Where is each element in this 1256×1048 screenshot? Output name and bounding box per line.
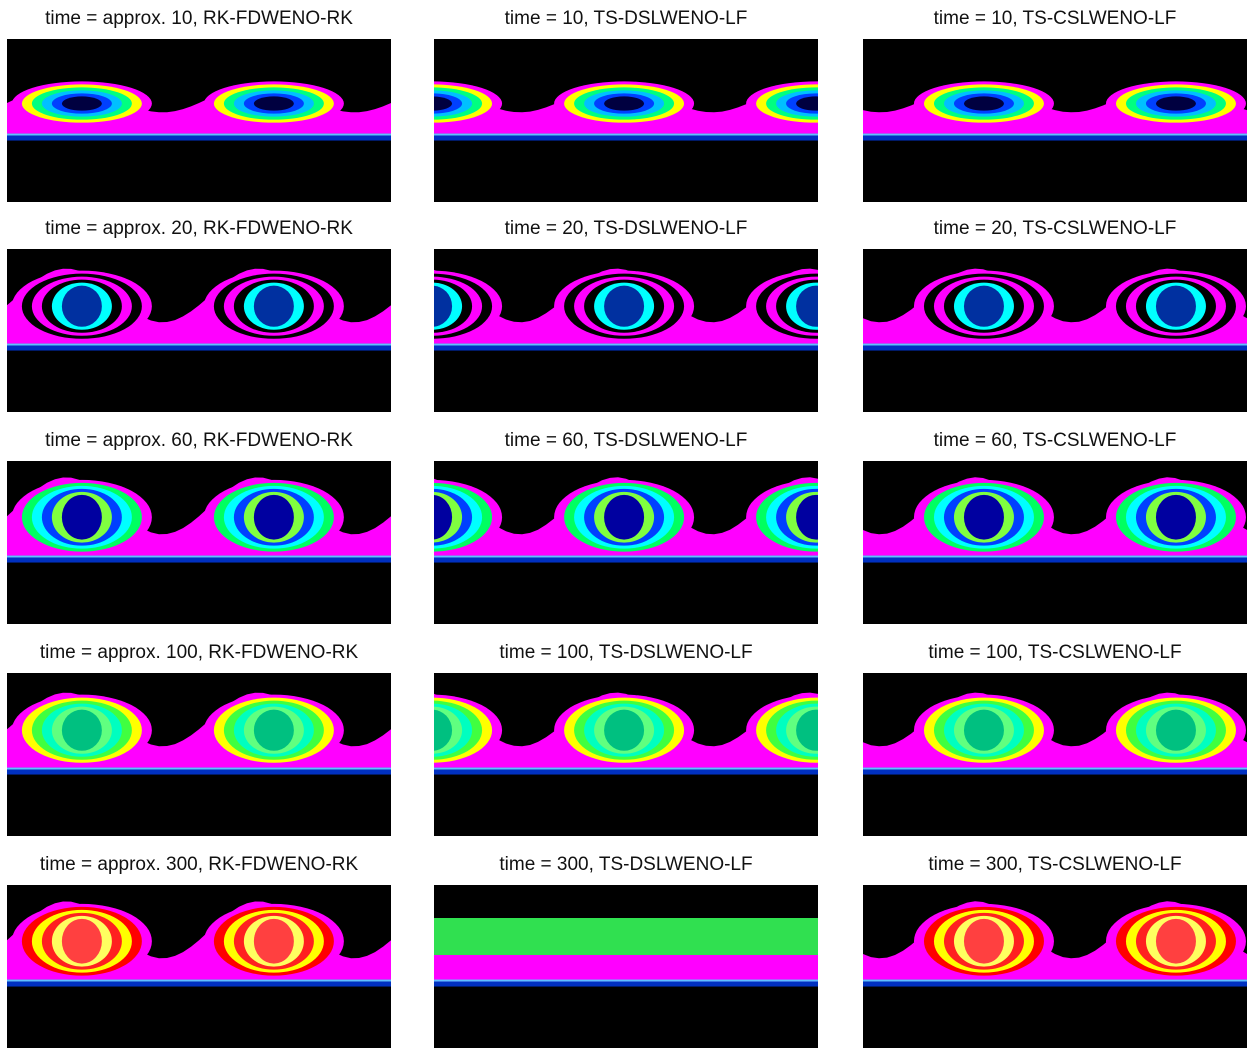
- panel: [362, 39, 886, 202]
- figure: time = approx. 10, RK-FDWENO-RK time = 10…: [0, 0, 1256, 1048]
- boundary-line: [434, 980, 818, 982]
- boundary-line: [7, 768, 391, 770]
- boundary-glow: [863, 770, 1247, 775]
- vortex-ring: [254, 710, 294, 751]
- boundary-glow: [434, 558, 818, 563]
- panel-title: time = 60, TS-CSLWENO-LF: [934, 430, 1177, 451]
- panel-title: time = approx. 60, RK-FDWENO-RK: [45, 430, 353, 451]
- vortex-ring: [254, 919, 294, 964]
- panel-title: time = approx. 10, RK-FDWENO-RK: [45, 8, 353, 29]
- panel-title: time = 10, TS-CSLWENO-LF: [934, 8, 1177, 29]
- vortex-ring: [402, 492, 462, 543]
- vortex-ring: [604, 495, 644, 540]
- vortex-ring: [1156, 286, 1196, 327]
- vortex-ring: [964, 919, 1004, 964]
- boundary-line: [863, 556, 1247, 558]
- vortex-ring: [402, 93, 462, 113]
- boundary-line: [434, 768, 818, 770]
- vortex-ring: [412, 96, 452, 110]
- boundary-glow: [7, 136, 391, 141]
- vortex-ring: [964, 286, 1004, 327]
- panel-title: time = approx. 100, RK-FDWENO-RK: [40, 642, 359, 663]
- vortex-ring: [796, 710, 836, 751]
- boundary-glow: [7, 346, 391, 351]
- green-layer: [434, 918, 818, 958]
- vortex-ring: [412, 495, 452, 540]
- vortex-ring: [62, 710, 102, 751]
- vortex-ring: [412, 286, 452, 327]
- boundary-glow: [434, 136, 818, 141]
- vortex-ring: [402, 707, 462, 754]
- vortex-ring: [796, 495, 836, 540]
- panel-title: time = 100, TS-DSLWENO-LF: [499, 642, 752, 663]
- boundary-glow: [863, 346, 1247, 351]
- vortex-ring: [62, 919, 102, 964]
- boundary-glow: [7, 770, 391, 775]
- vortex-ring: [254, 495, 294, 540]
- panel-title: time = 20, TS-CSLWENO-LF: [934, 218, 1177, 239]
- vortex-ring: [254, 96, 294, 110]
- boundary-line: [434, 344, 818, 346]
- boundary-glow: [863, 558, 1247, 563]
- panel: [362, 461, 886, 624]
- panel-title: time = 300, TS-CSLWENO-LF: [928, 854, 1181, 875]
- vortex-ring: [254, 286, 294, 327]
- boundary-line: [7, 344, 391, 346]
- boundary-line: [434, 556, 818, 558]
- panel-title: time = 300, TS-DSLWENO-LF: [499, 854, 752, 875]
- vortex-ring: [796, 96, 836, 110]
- vortex-ring: [62, 96, 102, 110]
- boundary-line: [863, 344, 1247, 346]
- vortex-ring: [604, 96, 644, 110]
- vortex-ring: [604, 286, 644, 327]
- boundary-line: [863, 980, 1247, 982]
- vortex-ring: [964, 710, 1004, 751]
- boundary-glow: [434, 346, 818, 351]
- vortex-ring: [1156, 919, 1196, 964]
- boundary-glow: [7, 558, 391, 563]
- vortex-ring: [964, 96, 1004, 110]
- panel-title: time = 60, TS-DSLWENO-LF: [505, 430, 748, 451]
- boundary-glow: [7, 982, 391, 987]
- panel-title: time = approx. 300, RK-FDWENO-RK: [40, 854, 359, 875]
- boundary-line: [7, 980, 391, 982]
- boundary-line: [434, 134, 818, 136]
- vortex-ring: [62, 286, 102, 327]
- vortex-ring: [402, 283, 462, 330]
- panel-title: time = 20, TS-DSLWENO-LF: [505, 218, 748, 239]
- boundary-line: [863, 134, 1247, 136]
- panel: [434, 885, 818, 1048]
- vortex-ring: [964, 495, 1004, 540]
- boundary-line: [7, 134, 391, 136]
- vortex-ring: [1156, 495, 1196, 540]
- panel-title: time = 10, TS-DSLWENO-LF: [505, 8, 748, 29]
- panel-title: time = 100, TS-CSLWENO-LF: [928, 642, 1181, 663]
- boundary-glow: [434, 982, 818, 987]
- vortex-ring: [604, 710, 644, 751]
- boundary-line: [7, 556, 391, 558]
- vortex-ring: [62, 495, 102, 540]
- panel: [362, 673, 886, 836]
- vortex-ring: [796, 286, 836, 327]
- vortex-ring: [1156, 96, 1196, 110]
- magenta-layer: [434, 955, 818, 983]
- panel-title: time = approx. 20, RK-FDWENO-RK: [45, 218, 353, 239]
- vortex-ring: [1156, 710, 1196, 751]
- panel: [362, 249, 886, 412]
- boundary-glow: [863, 136, 1247, 141]
- vortex-ring: [412, 710, 452, 751]
- boundary-glow: [434, 770, 818, 775]
- boundary-line: [863, 768, 1247, 770]
- boundary-glow: [863, 982, 1247, 987]
